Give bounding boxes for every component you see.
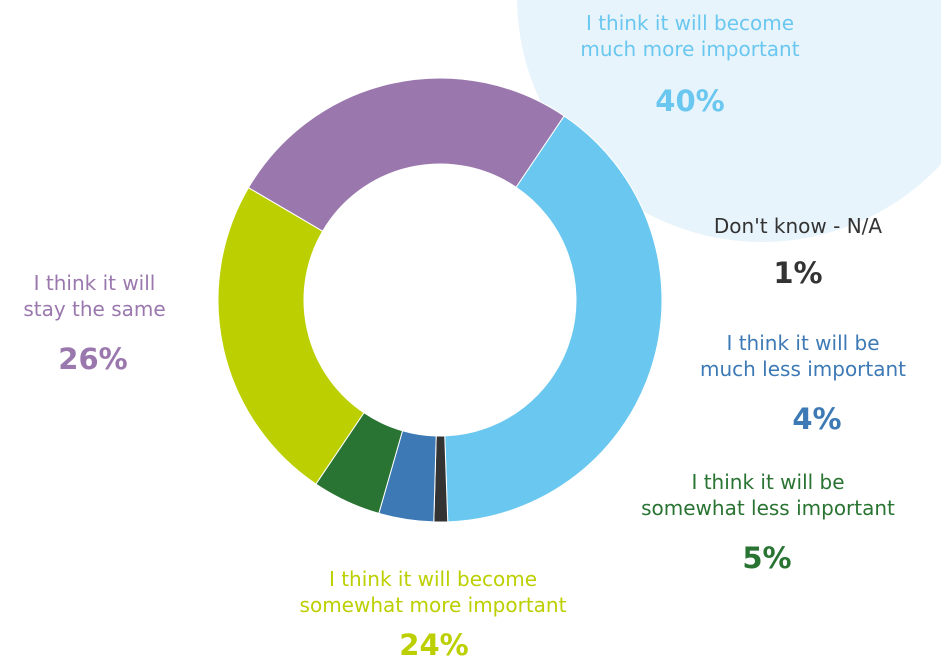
label-stay-the-same-line2: stay the same	[23, 297, 166, 321]
label-somewhat-more-important-line1: I think it will become	[328, 567, 538, 591]
label-much-more-important-line2: much more important	[580, 37, 800, 61]
value-somewhat-more-important: 24%	[399, 628, 469, 662]
label-stay-the-same-line1: I think it will	[33, 271, 156, 295]
label-much-less-important-line1: I think it will be	[726, 331, 880, 355]
value-much-less-important: 4%	[792, 402, 842, 436]
value-much-more-important: 40%	[655, 84, 725, 118]
label-stay-the-same: I think it will stay the same	[2, 270, 187, 322]
donut-slice-stay-the-same	[247, 77, 565, 232]
label-much-more-important: I think it will become much more importa…	[540, 10, 840, 62]
label-dont-know: Don't know - N/A	[658, 213, 938, 239]
value-stay-the-same: 26%	[58, 342, 128, 376]
label-somewhat-less-important-line2: somewhat less important	[641, 496, 895, 520]
donut-slice-much-more-important	[444, 115, 663, 523]
value-dont-know: 1%	[773, 256, 823, 290]
label-somewhat-more-important: I think it will become somewhat more imp…	[268, 566, 598, 618]
label-dont-know-line1: Don't know - N/A	[713, 214, 883, 238]
label-somewhat-less-important: I think it will be somewhat less importa…	[608, 469, 928, 521]
value-somewhat-less-important: 5%	[742, 541, 792, 575]
label-much-less-important: I think it will be much less important	[670, 330, 936, 382]
label-much-more-important-line1: I think it will become	[585, 11, 795, 35]
donut-slice-somewhat-more-important	[217, 186, 365, 485]
label-somewhat-less-important-line1: I think it will be	[691, 470, 845, 494]
label-much-less-important-line2: much less important	[699, 357, 907, 381]
label-somewhat-more-important-line2: somewhat more important	[299, 593, 567, 617]
